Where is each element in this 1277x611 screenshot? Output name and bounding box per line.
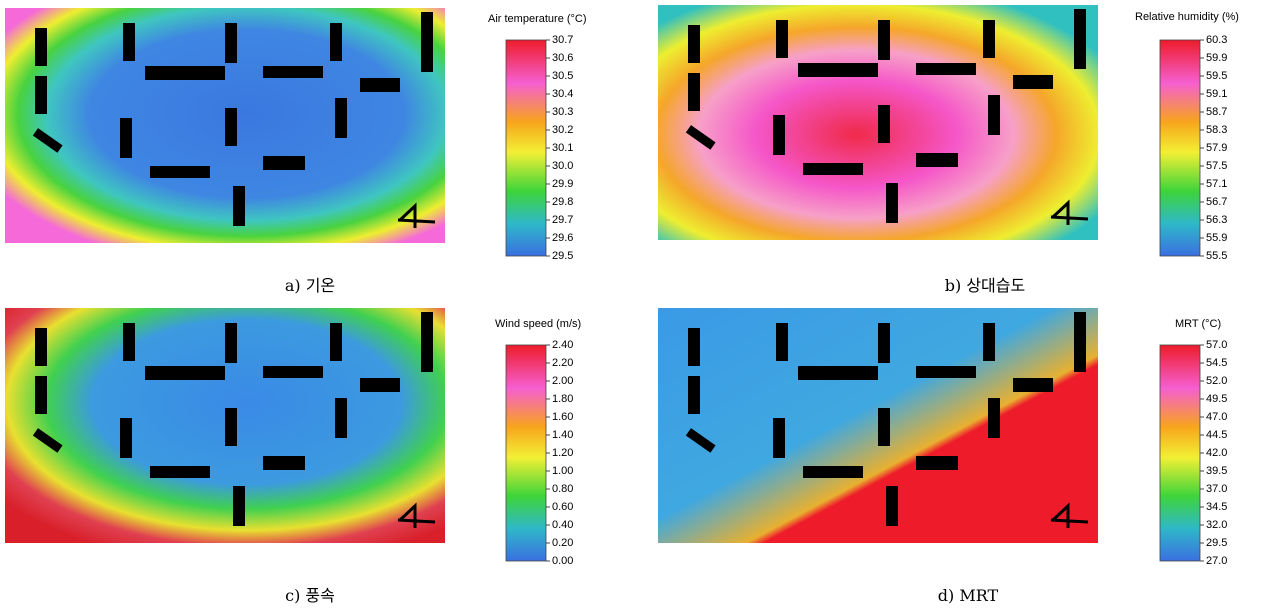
tick-label: 57.5 [1206,160,1227,172]
tick-label: 2.20 [552,357,573,369]
tick-label: 58.3 [1206,124,1227,136]
caption: b) 상대습도 [945,276,1025,295]
tick-label: 47.0 [1206,411,1227,423]
tick-label: 27.0 [1206,555,1227,567]
legend-title: Wind speed (m/s) [495,318,581,330]
tick-label: 1.20 [552,447,573,459]
legend-title: Relative humidity (%) [1135,11,1239,23]
tick-label: 54.5 [1206,357,1227,369]
tick-label: 55.5 [1206,250,1227,262]
tick-label: 55.9 [1206,232,1227,244]
tick-label: 56.3 [1206,214,1227,226]
tick-label: 29.6 [552,232,573,244]
tick-label: 42.0 [1206,447,1227,459]
tick-label: 0.20 [552,537,573,549]
tick-label: 56.7 [1206,196,1227,208]
tick-label: 0.40 [552,519,573,531]
caption: d) MRT [938,586,999,605]
tick-label: 59.9 [1206,52,1227,64]
tick-label: 29.8 [552,196,573,208]
colorbar [1160,345,1200,561]
tick-label: 32.0 [1206,519,1227,531]
tick-label: 29.9 [552,178,573,190]
legend-title: Air temperature (°C) [488,13,587,25]
legend-title: MRT (°C) [1175,318,1221,330]
tick-label: 2.00 [552,375,573,387]
tick-label: 30.0 [552,160,573,172]
tick-label: 30.7 [552,34,573,46]
tick-label: 0.80 [552,483,573,495]
tick-label: 37.0 [1206,483,1227,495]
caption: a) 기온 [285,276,335,295]
caption: c) 풍속 [285,586,335,605]
tick-label: 59.1 [1206,88,1227,100]
tick-label: 44.5 [1206,429,1227,441]
tick-label: 49.5 [1206,393,1227,405]
tick-label: 0.60 [552,501,573,513]
tick-label: 30.1 [552,142,573,154]
tick-label: 1.00 [552,465,573,477]
tick-label: 59.5 [1206,70,1227,82]
colorbar [506,40,546,256]
tick-label: 34.5 [1206,501,1227,513]
tick-label: 2.40 [552,339,573,351]
tick-label: 30.5 [552,70,573,82]
colorbar [1160,40,1200,256]
tick-label: 1.80 [552,393,573,405]
colorbar [506,345,546,561]
tick-label: 30.6 [552,52,573,64]
tick-label: 58.7 [1206,106,1227,118]
tick-label: 57.9 [1206,142,1227,154]
tick-label: 60.3 [1206,34,1227,46]
tick-label: 52.0 [1206,375,1227,387]
figure: Air temperature (°C) 30.7 30.6 30.5 30.4 30.3… [0,0,1277,611]
tick-label: 1.60 [552,411,573,423]
tick-label: 30.4 [552,88,573,100]
tick-label: 30.2 [552,124,573,136]
tick-label: 57.1 [1206,178,1227,190]
tick-label: 29.5 [1206,537,1227,549]
tick-label: 30.3 [552,106,573,118]
tick-label: 1.40 [552,429,573,441]
tick-label: 57.0 [1206,339,1227,351]
tick-label: 39.5 [1206,465,1227,477]
tick-label: 29.5 [552,250,573,262]
tick-label: 29.7 [552,214,573,226]
tick-label: 0.00 [552,555,573,567]
